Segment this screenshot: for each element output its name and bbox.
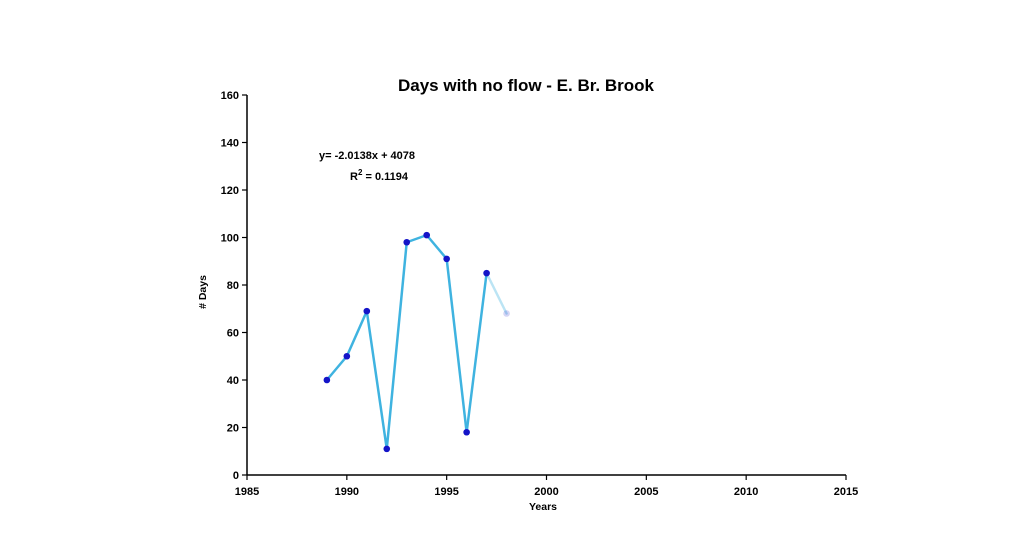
y-tick-label: 60 [227,328,239,340]
series-line-segment [405,233,428,244]
series-line-segment [365,309,389,451]
data-point [443,255,450,263]
chart-title: Days with no flow - E. Br. Brook [398,76,655,95]
data-point [383,445,391,453]
x-tick-label: 1990 [335,486,359,498]
y-axis-label: # Days [197,275,209,309]
series-line-segment [485,271,508,315]
series-line-segment [445,257,468,434]
data-point [363,307,371,315]
y-ticks: 0 20 40 60 80 100 120 140 160 [221,90,247,482]
data-point [343,352,351,360]
y-tick-label: 120 [221,185,239,197]
y-tick-label: 0 [233,470,239,482]
series-line-segment [345,309,369,358]
y-tick-label: 20 [227,423,239,435]
x-axis-label: Years [529,501,557,513]
series-line-segment [325,355,349,382]
x-ticks: 1985 1990 1995 2000 2005 2010 2015 [235,475,858,498]
r-squared-value: = 0.1194 [362,171,408,183]
y-tick-label: 160 [221,90,239,102]
data-point [463,428,470,436]
series-points [323,231,510,453]
series-line-segment [385,241,408,451]
series-line-segment [465,271,488,434]
series-lines [325,233,508,451]
data-point [423,231,431,239]
r-squared-label: R2 = 0.1194 [350,168,409,183]
data-point [483,269,490,277]
x-tick-label: 2005 [634,486,658,498]
x-tick-label: 1985 [235,486,259,498]
data-point [503,310,510,317]
r-squared-superscript: 2 [358,168,363,177]
y-tick-label: 140 [221,138,239,150]
series-line-segment [425,233,448,261]
x-tick-label: 2015 [834,486,858,498]
y-tick-label: 80 [227,280,239,292]
x-tick-label: 1995 [434,486,458,498]
x-tick-label: 2000 [534,486,558,498]
y-tick-label: 100 [221,233,239,245]
r-squared-prefix: R [350,171,358,183]
x-tick-label: 2010 [734,486,758,498]
data-point [403,238,411,246]
y-tick-label: 40 [227,375,239,387]
trendline-equation: y= -2.0138x + 4078 [319,150,415,162]
data-point [323,376,331,384]
